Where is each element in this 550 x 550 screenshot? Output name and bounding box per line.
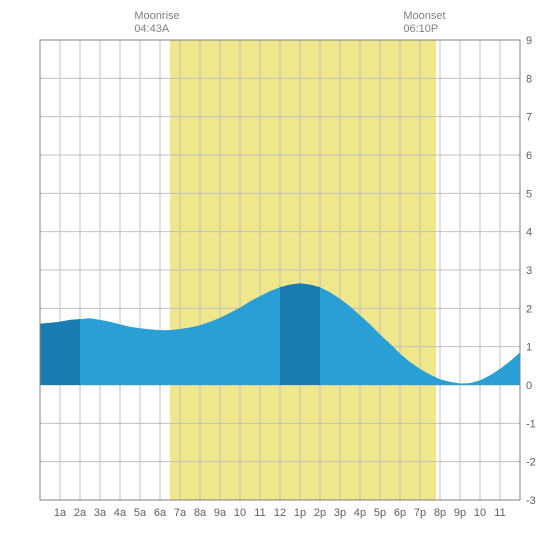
svg-text:2: 2 xyxy=(526,303,532,315)
svg-text:9p: 9p xyxy=(454,507,466,519)
svg-text:3: 3 xyxy=(526,265,532,277)
svg-text:-3: -3 xyxy=(526,495,536,507)
moonrise-time: 04:43A xyxy=(134,23,179,36)
svg-text:5a: 5a xyxy=(134,507,147,519)
svg-text:12: 12 xyxy=(274,507,286,519)
svg-text:-1: -1 xyxy=(526,418,536,430)
svg-text:5: 5 xyxy=(526,188,532,200)
moonrise-label: Moonrise xyxy=(134,10,179,23)
moonset-label: Moonset xyxy=(403,10,445,23)
svg-text:7p: 7p xyxy=(414,507,426,519)
svg-text:11: 11 xyxy=(254,507,265,519)
svg-text:4p: 4p xyxy=(354,507,366,519)
svg-text:0: 0 xyxy=(526,380,532,392)
svg-text:8: 8 xyxy=(526,73,532,85)
svg-text:7: 7 xyxy=(526,112,532,124)
svg-text:9: 9 xyxy=(526,35,532,47)
svg-text:7a: 7a xyxy=(174,507,187,519)
svg-text:1a: 1a xyxy=(54,507,67,519)
chart-svg: -3-2-101234567891a2a3a4a5a6a7a8a9a101112… xyxy=(10,10,540,540)
svg-text:3a: 3a xyxy=(94,507,107,519)
svg-text:10: 10 xyxy=(474,507,486,519)
moonset-time: 06:10P xyxy=(403,23,445,36)
svg-text:-2: -2 xyxy=(526,457,536,469)
svg-text:1: 1 xyxy=(526,342,532,354)
svg-text:5p: 5p xyxy=(374,507,386,519)
svg-text:8p: 8p xyxy=(434,507,446,519)
svg-text:2p: 2p xyxy=(314,507,326,519)
svg-text:3p: 3p xyxy=(334,507,346,519)
svg-text:6a: 6a xyxy=(154,507,167,519)
svg-text:9a: 9a xyxy=(214,507,227,519)
svg-text:4: 4 xyxy=(526,227,532,239)
tide-chart: Moonrise 04:43A Moonset 06:10P -3-2-1012… xyxy=(10,10,540,540)
svg-text:11: 11 xyxy=(494,507,505,519)
moonrise-annotation: Moonrise 04:43A xyxy=(134,10,179,36)
svg-text:1p: 1p xyxy=(294,507,306,519)
svg-text:10: 10 xyxy=(234,507,246,519)
svg-text:2a: 2a xyxy=(74,507,87,519)
svg-text:4a: 4a xyxy=(114,507,127,519)
svg-text:8a: 8a xyxy=(194,507,207,519)
svg-text:6: 6 xyxy=(526,150,532,162)
svg-text:6p: 6p xyxy=(394,507,406,519)
moonset-annotation: Moonset 06:10P xyxy=(403,10,445,36)
